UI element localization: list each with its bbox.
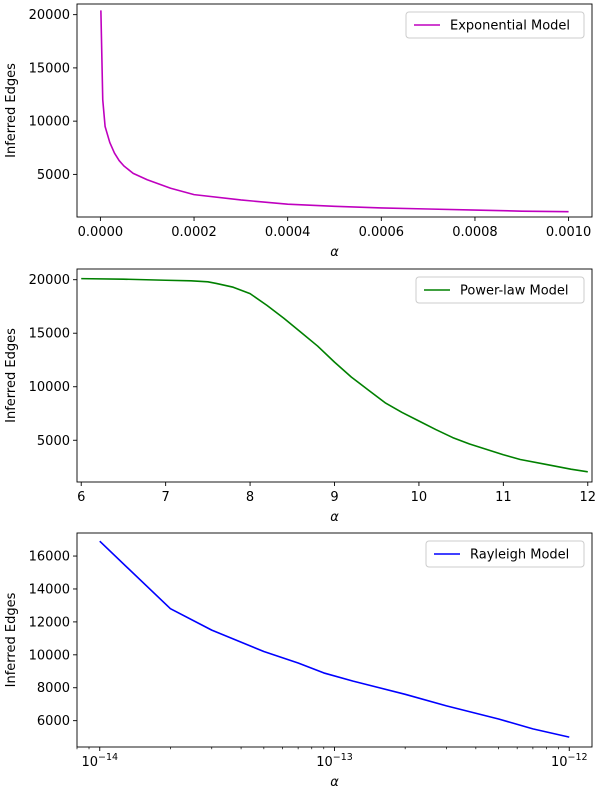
chart-3: 6000 8000 10000 12000 14000 16000 10−14 10−13 10… — [4, 532, 593, 790]
legend-box — [425, 540, 585, 568]
plot-frame — [76, 3, 593, 218]
y-tick-label: 14000 — [29, 582, 70, 597]
y-tick-label: 6000 — [37, 714, 70, 729]
x-axis-label: α — [330, 245, 339, 260]
y-tick-label: 5000 — [37, 434, 70, 449]
y-tick-label: 15000 — [29, 61, 70, 76]
y-axis-label: Inferred Edges — [4, 592, 19, 687]
x-axis-label: α — [330, 510, 339, 525]
x-tick-label: 0.0010 — [546, 225, 592, 240]
legend-label: Power-law Model — [460, 284, 569, 299]
y-axis-label: Inferred Edges — [4, 63, 19, 158]
y-tick-label: 10000 — [29, 115, 70, 130]
series-line — [100, 10, 569, 213]
y-tick-label: 20000 — [29, 8, 70, 23]
legend-label: Exponential Model — [450, 19, 570, 34]
y-tick-label: 8000 — [37, 681, 70, 696]
x-tick-label: 0.0004 — [265, 225, 311, 240]
x-tick-label: 10 — [411, 490, 428, 505]
x-tick-label: 10−13 — [316, 752, 353, 770]
y-tick-label: 12000 — [29, 615, 70, 630]
x-tick-label: 12 — [580, 490, 597, 505]
chart-2: 5000 10000 15000 20000 6 7 8 9 10 11 12 α Inferred E… — [4, 268, 597, 525]
legend-box — [405, 11, 585, 39]
y-tick-label: 10000 — [29, 380, 70, 395]
x-tick-label: 0.0006 — [359, 225, 405, 240]
series-line — [99, 540, 570, 738]
x-tick-label: 11 — [495, 490, 512, 505]
legend-box — [415, 276, 585, 304]
x-tick-label: 7 — [162, 490, 170, 505]
y-tick-label: 20000 — [29, 273, 70, 288]
x-axis-label: α — [330, 775, 339, 790]
x-tick-label: 0.0002 — [171, 225, 217, 240]
x-tick-label: 9 — [330, 490, 338, 505]
x-tick-label: 10−12 — [551, 752, 588, 770]
x-tick-label: 8 — [246, 490, 254, 505]
x-tick-label: 10−14 — [81, 752, 118, 770]
y-tick-label: 16000 — [29, 550, 70, 565]
x-tick-label: 0.0008 — [452, 225, 498, 240]
x-tick-label: 0.0000 — [78, 225, 124, 240]
y-tick-label: 10000 — [29, 648, 70, 663]
y-tick-label: 5000 — [37, 168, 70, 183]
chart-1: 5000 10000 15000 20000 0.0000 0.0002 0.0004 0.0… — [4, 3, 593, 260]
x-tick-label: 6 — [77, 490, 85, 505]
series-line — [81, 277, 588, 473]
y-axis-label: Inferred Edges — [4, 328, 19, 423]
y-tick-label: 15000 — [29, 327, 70, 342]
legend-label: Rayleigh Model — [470, 548, 569, 563]
